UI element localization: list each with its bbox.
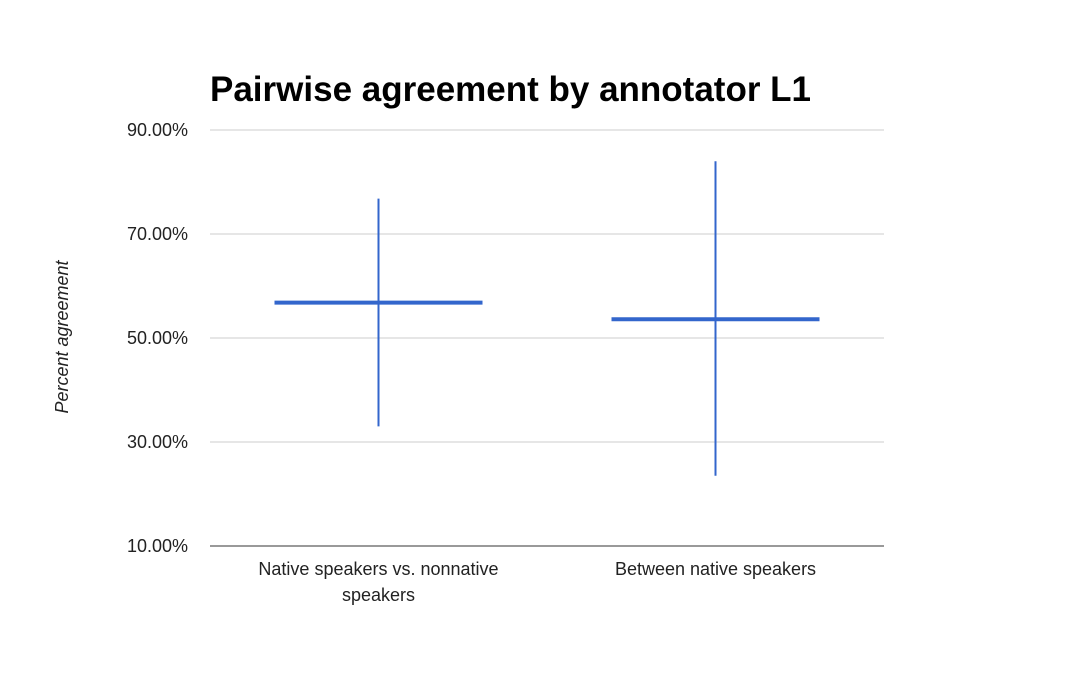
y-tick-label: 70.00% xyxy=(127,224,188,244)
candle-mark xyxy=(611,161,820,476)
x-category-label: Between native speakers xyxy=(615,559,816,579)
gridlines xyxy=(210,129,884,547)
y-axis-label: Percent agreement xyxy=(52,259,72,413)
candle-mark xyxy=(274,198,483,427)
y-tick-label: 10.00% xyxy=(127,536,188,556)
y-tick-label: 90.00% xyxy=(127,120,188,140)
x-category-label: speakers xyxy=(342,585,415,605)
y-tick-labels: 10.00% 30.00% 50.00% 70.00% 90.00% xyxy=(127,120,188,556)
chart-title: Pairwise agreement by annotator L1 xyxy=(210,70,811,109)
x-category-labels: Native speakers vs. nonnative speakers Bet… xyxy=(258,559,816,605)
x-category-label: Native speakers vs. nonnative xyxy=(258,559,498,579)
y-tick-label: 50.00% xyxy=(127,328,188,348)
data-marks xyxy=(274,161,820,476)
y-tick-label: 30.00% xyxy=(127,432,188,452)
